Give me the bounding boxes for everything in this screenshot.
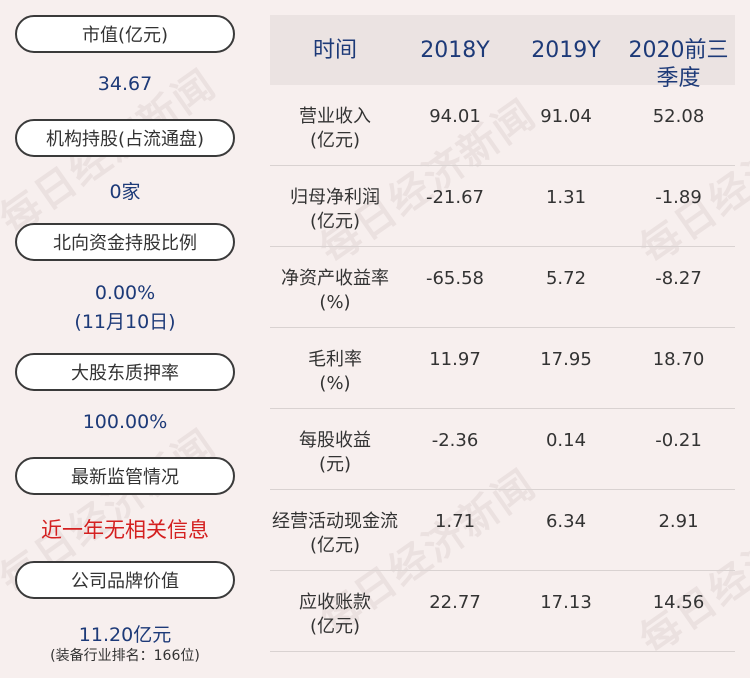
table-header: 时间 2018Y 2019Y 2020前三 季度 [270,15,735,91]
row-label-unit: (%) [319,292,351,313]
table-cell: 2.91 [658,511,699,532]
table-cell: -8.27 [655,268,702,289]
table-cell: 1.71 [434,511,476,532]
table-row: 应收账款 (亿元) 22.77 17.13 14.56 [270,571,735,652]
row-label-name: 营业收入 [299,106,371,127]
row-label-name: 经营活动现金流 [272,511,398,532]
table-cell: 0.14 [545,430,587,451]
northbound-holding-label: 北向资金持股比例 [15,223,235,261]
table-row: 营业收入 (亿元) 94.01 91.04 52.08 [270,85,735,166]
brand-value-value: 11.20亿元 [78,624,172,646]
header-2020q3: 2020前三 季度 [628,38,729,91]
brand-value-label-text: 公司品牌价值 [71,571,179,592]
pledge-rate-label-text: 大股东质押率 [71,363,179,384]
table-cell: -21.67 [425,187,485,208]
table-row: 经营活动现金流 (亿元) 1.71 6.34 2.91 [270,490,735,571]
pledge-rate-label: 大股东质押率 [15,353,235,391]
row-label-name: 应收账款 [299,592,371,613]
market-cap-value: 34.67 [97,73,153,95]
table-cell: -0.21 [655,430,702,451]
regulatory-status-label-text: 最新监管情况 [71,467,179,488]
header-2019: 2019Y [531,38,601,63]
northbound-holding-value: 0.00% [94,282,156,304]
row-label-name: 毛利率 [308,349,362,370]
regulatory-status-value: 近一年无相关信息 [41,518,209,542]
table-cell: 18.70 [652,349,705,370]
table-cell: 1.31 [545,187,587,208]
row-label-name: 归母净利润 [290,187,380,208]
market-cap-label-text: 市值(亿元) [81,25,169,46]
brand-value-label: 公司品牌价值 [15,561,235,599]
table-row: 净资产收益率 (%) -65.58 5.72 -8.27 [270,247,735,328]
northbound-holding-label-text: 北向资金持股比例 [53,233,197,254]
row-label-name: 净资产收益率 [281,268,389,289]
row-label: 营业收入 (亿元) [270,85,400,165]
table-cell: 17.13 [540,592,592,613]
regulatory-status-label: 最新监管情况 [15,457,235,495]
row-label-unit: (元) [318,454,352,475]
row-label: 经营活动现金流 (亿元) [270,490,400,570]
institutional-holding-value: 0家 [109,181,141,203]
table-cell: -65.58 [425,268,485,289]
market-cap-label: 市值(亿元) [15,15,235,53]
table-cell: -2.36 [431,430,479,451]
row-label-name: 每股收益 [299,430,371,451]
header-period: 时间 [312,38,357,63]
row-label: 每股收益 (元) [270,409,400,489]
table-row: 每股收益 (元) -2.36 0.14 -0.21 [270,409,735,490]
table-cell: 91.04 [540,106,592,127]
table-cell: -1.89 [655,187,702,208]
table-cell: 14.56 [652,592,705,613]
northbound-holding-date: (11月10日) [74,311,176,333]
row-label: 毛利率 (%) [270,328,400,408]
table-cell: 94.01 [429,106,481,127]
brand-value-rank-note: (装备行业排名：166位) [50,648,200,664]
table-row: 归母净利润 (亿元) -21.67 1.31 -1.89 [270,166,735,247]
row-label-unit: (亿元) [309,616,361,637]
financial-table: 时间 2018Y 2019Y 2020前三 季度 营业收入 (亿元) 94.01 … [270,15,735,652]
row-label-unit: (%) [319,373,351,394]
row-label-unit: (亿元) [309,211,361,232]
row-label: 应收账款 (亿元) [270,571,400,651]
row-label-unit: (亿元) [309,130,361,151]
institutional-holding-label-text: 机构持股(占流通盘) [45,129,205,150]
table-cell: 52.08 [652,106,705,127]
table-cell: 22.77 [429,592,481,613]
table-cell: 6.34 [545,511,587,532]
row-label: 归母净利润 (亿元) [270,166,400,246]
institutional-holding-label: 机构持股(占流通盘) [15,119,235,157]
pledge-rate-value: 100.00% [82,411,168,433]
table-row: 毛利率 (%) 11.97 17.95 18.70 [270,328,735,409]
table-cell: 11.97 [429,349,481,370]
row-label-unit: (亿元) [309,535,361,556]
header-2018: 2018Y [420,38,490,63]
table-cell: 5.72 [545,268,587,289]
row-label: 净资产收益率 (%) [270,247,400,327]
table-cell: 17.95 [540,349,592,370]
